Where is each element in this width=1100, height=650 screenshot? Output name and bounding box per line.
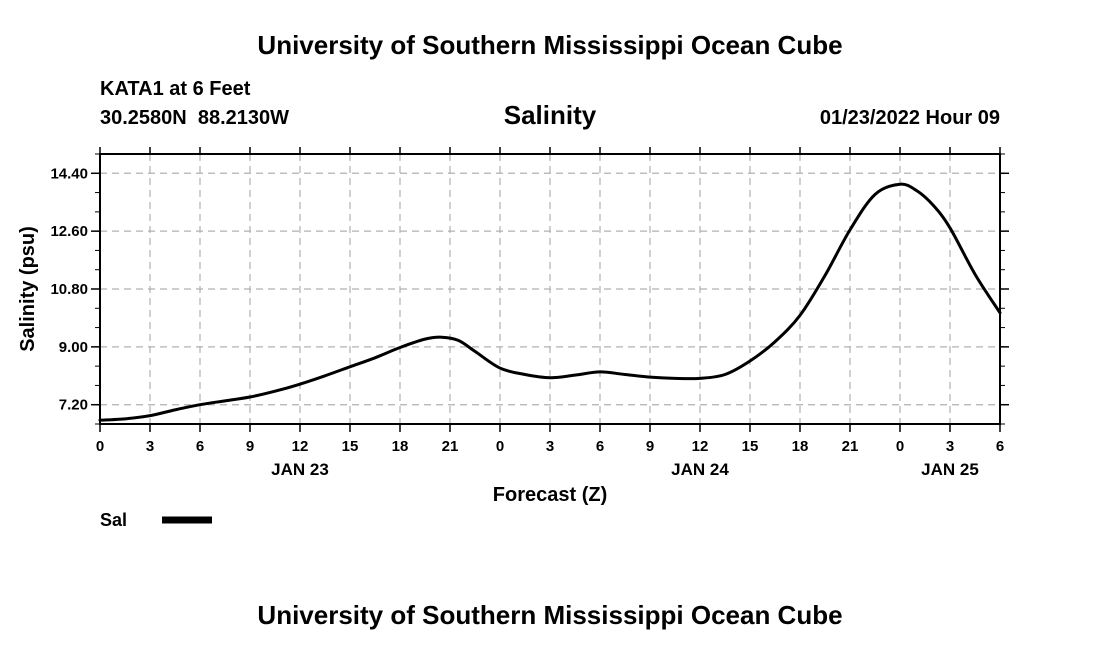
- x-tick-label: 12: [292, 438, 309, 455]
- x-tick-label: 9: [646, 438, 654, 455]
- x-tick-label: 21: [842, 438, 859, 455]
- y-tick-label: 9.00: [59, 339, 88, 356]
- x-tick-labels: 0 3 6 9 12 15 18 21 0 3 6 9 12 15 18 21 0 3 6: [96, 438, 1004, 455]
- x-tick-label: 6: [596, 438, 604, 455]
- footer-title: University of Southern Mississippi Ocean…: [257, 600, 842, 630]
- y-axis-label: Salinity (psu): [17, 226, 39, 352]
- x-tick-label: 15: [342, 438, 359, 455]
- x-tick-label: 12: [692, 438, 709, 455]
- date-label: JAN 23: [271, 460, 329, 479]
- legend-label: Sal: [100, 510, 127, 530]
- date-label: JAN 24: [671, 460, 729, 479]
- tick-marks: [91, 147, 1009, 432]
- x-tick-label: 3: [946, 438, 954, 455]
- x-tick-label: 3: [546, 438, 554, 455]
- series-line-sal: [98, 182, 1002, 422]
- x-axis-label: Forecast (Z): [493, 484, 607, 506]
- x-tick-label: 3: [146, 438, 154, 455]
- x-tick-label: 6: [996, 438, 1004, 455]
- y-tick-labels: 7.20 9.00 10.80 12.60 14.40: [50, 165, 88, 413]
- chart-title: Salinity: [504, 100, 597, 130]
- x-tick-label: 15: [742, 438, 759, 455]
- x-tick-label: 0: [496, 438, 504, 455]
- x-tick-label: 0: [896, 438, 904, 455]
- x-tick-label: 21: [442, 438, 459, 455]
- station-label: KATA1 at 6 Feet: [100, 78, 251, 100]
- y-tick-label: 10.80: [50, 281, 88, 298]
- date-labels: JAN 23 JAN 24 JAN 25: [271, 460, 979, 479]
- coords-label: 30.2580N 88.2130W: [100, 107, 289, 129]
- page-title: University of Southern Mississippi Ocean…: [257, 30, 842, 60]
- y-tick-label: 14.40: [50, 165, 88, 182]
- date-label: JAN 25: [921, 460, 979, 479]
- datetime-label: 01/23/2022 Hour 09: [820, 107, 1000, 129]
- x-tick-label: 9: [246, 438, 254, 455]
- x-tick-label: 0: [96, 438, 104, 455]
- legend: Sal: [100, 510, 212, 530]
- y-tick-label: 12.60: [50, 223, 88, 240]
- x-tick-label: 18: [392, 438, 409, 455]
- x-tick-label: 6: [196, 438, 204, 455]
- x-tick-label: 18: [792, 438, 809, 455]
- series-layer: [98, 182, 1002, 422]
- grid-lines: [100, 154, 1000, 424]
- y-tick-label: 7.20: [59, 397, 88, 414]
